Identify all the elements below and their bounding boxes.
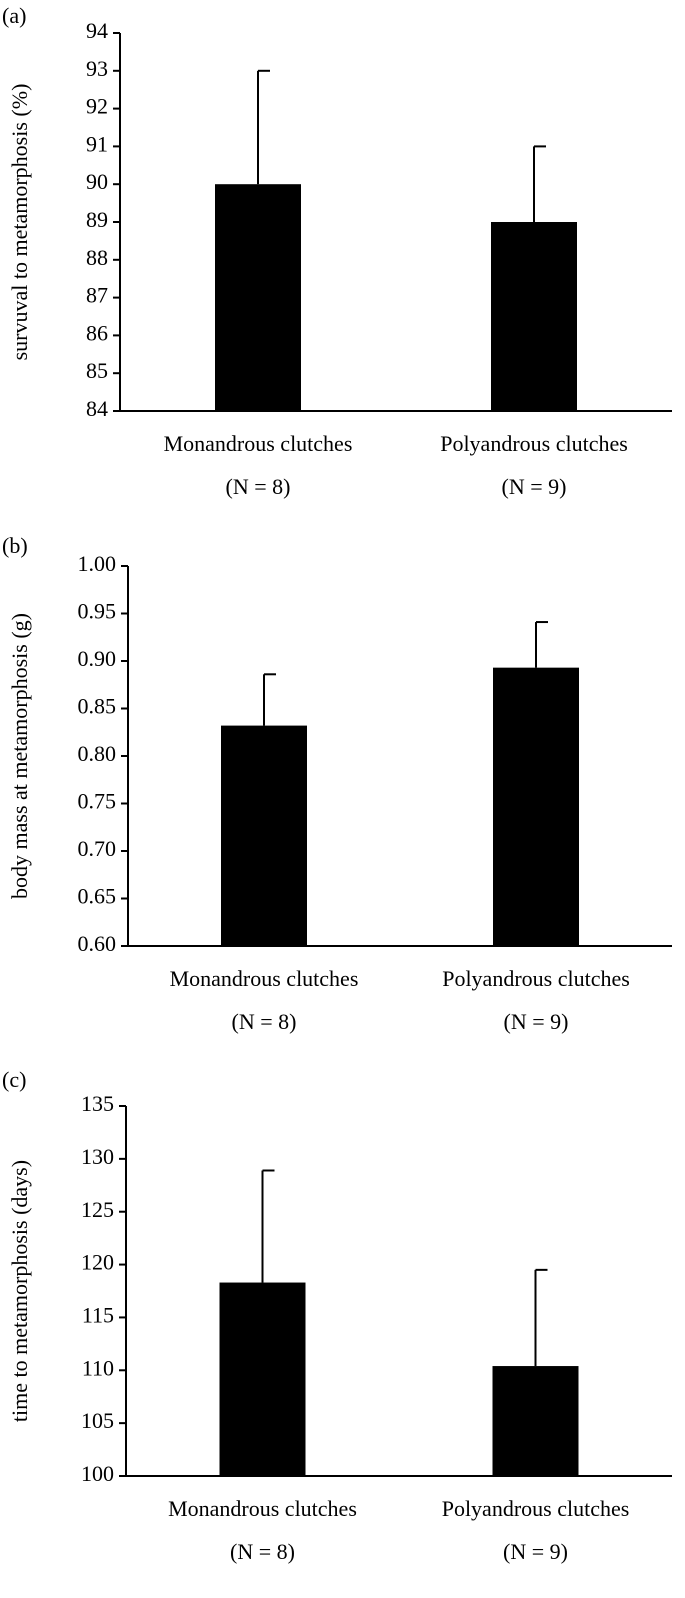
y-tick-label: 125 bbox=[81, 1197, 114, 1222]
y-tick-label: 0.90 bbox=[78, 646, 117, 671]
y-tick-label: 120 bbox=[81, 1250, 114, 1275]
y-tick-label: 89 bbox=[86, 207, 108, 232]
y-tick-label: 105 bbox=[81, 1408, 114, 1433]
y-tick-label: 87 bbox=[86, 283, 108, 308]
sample-size-label: (N = 9) bbox=[503, 1539, 568, 1564]
x-tick-label: Polyandrous clutches bbox=[442, 1496, 630, 1521]
bar bbox=[493, 667, 579, 946]
x-tick-label: Polyandrous clutches bbox=[440, 431, 628, 456]
y-tick-label: 94 bbox=[86, 18, 108, 43]
panel-label: (a) bbox=[2, 3, 26, 28]
sample-size-label: (N = 8) bbox=[232, 1009, 297, 1034]
y-tick-label: 0.65 bbox=[78, 884, 117, 909]
y-tick-label: 0.80 bbox=[78, 741, 117, 766]
y-tick-label: 0.70 bbox=[78, 836, 117, 861]
y-tick-label: 86 bbox=[86, 320, 108, 345]
y-tick-label: 115 bbox=[82, 1302, 114, 1327]
y-tick-label: 93 bbox=[86, 56, 108, 81]
panel-label: (c) bbox=[2, 1067, 26, 1092]
sample-size-label: (N = 9) bbox=[504, 1009, 569, 1034]
y-tick-label: 110 bbox=[82, 1355, 114, 1380]
bar bbox=[221, 725, 307, 946]
y-axis-title: body mass at metamorphosis (g) bbox=[7, 613, 32, 899]
x-tick-label: Polyandrous clutches bbox=[442, 966, 630, 991]
y-tick-label: 92 bbox=[86, 94, 108, 119]
x-tick-label: Monandrous clutches bbox=[168, 1496, 357, 1521]
bar bbox=[491, 222, 577, 411]
y-tick-label: 88 bbox=[86, 245, 108, 270]
bar bbox=[219, 1282, 306, 1476]
y-tick-label: 0.75 bbox=[78, 789, 117, 814]
sample-size-label: (N = 9) bbox=[502, 474, 567, 499]
y-tick-label: 91 bbox=[86, 131, 108, 156]
bar bbox=[492, 1366, 579, 1476]
y-tick-label: 135 bbox=[81, 1091, 114, 1116]
y-tick-label: 0.60 bbox=[78, 931, 117, 956]
y-tick-label: 90 bbox=[86, 169, 108, 194]
y-tick-label: 85 bbox=[86, 358, 108, 383]
x-tick-label: Monandrous clutches bbox=[170, 966, 359, 991]
y-axis-title: survuval to metamorphosis (%) bbox=[7, 84, 32, 361]
sample-size-label: (N = 8) bbox=[226, 474, 291, 499]
y-tick-label: 0.95 bbox=[78, 599, 117, 624]
y-tick-label: 0.85 bbox=[78, 694, 117, 719]
y-tick-label: 1.00 bbox=[78, 551, 117, 576]
y-axis-title: time to metamorphosis (days) bbox=[7, 1160, 32, 1422]
bar bbox=[215, 184, 301, 411]
y-tick-label: 130 bbox=[81, 1144, 114, 1169]
x-tick-label: Monandrous clutches bbox=[164, 431, 353, 456]
sample-size-label: (N = 8) bbox=[230, 1539, 295, 1564]
panel-label: (b) bbox=[2, 533, 28, 558]
y-tick-label: 100 bbox=[81, 1461, 114, 1486]
y-tick-label: 84 bbox=[86, 396, 108, 421]
